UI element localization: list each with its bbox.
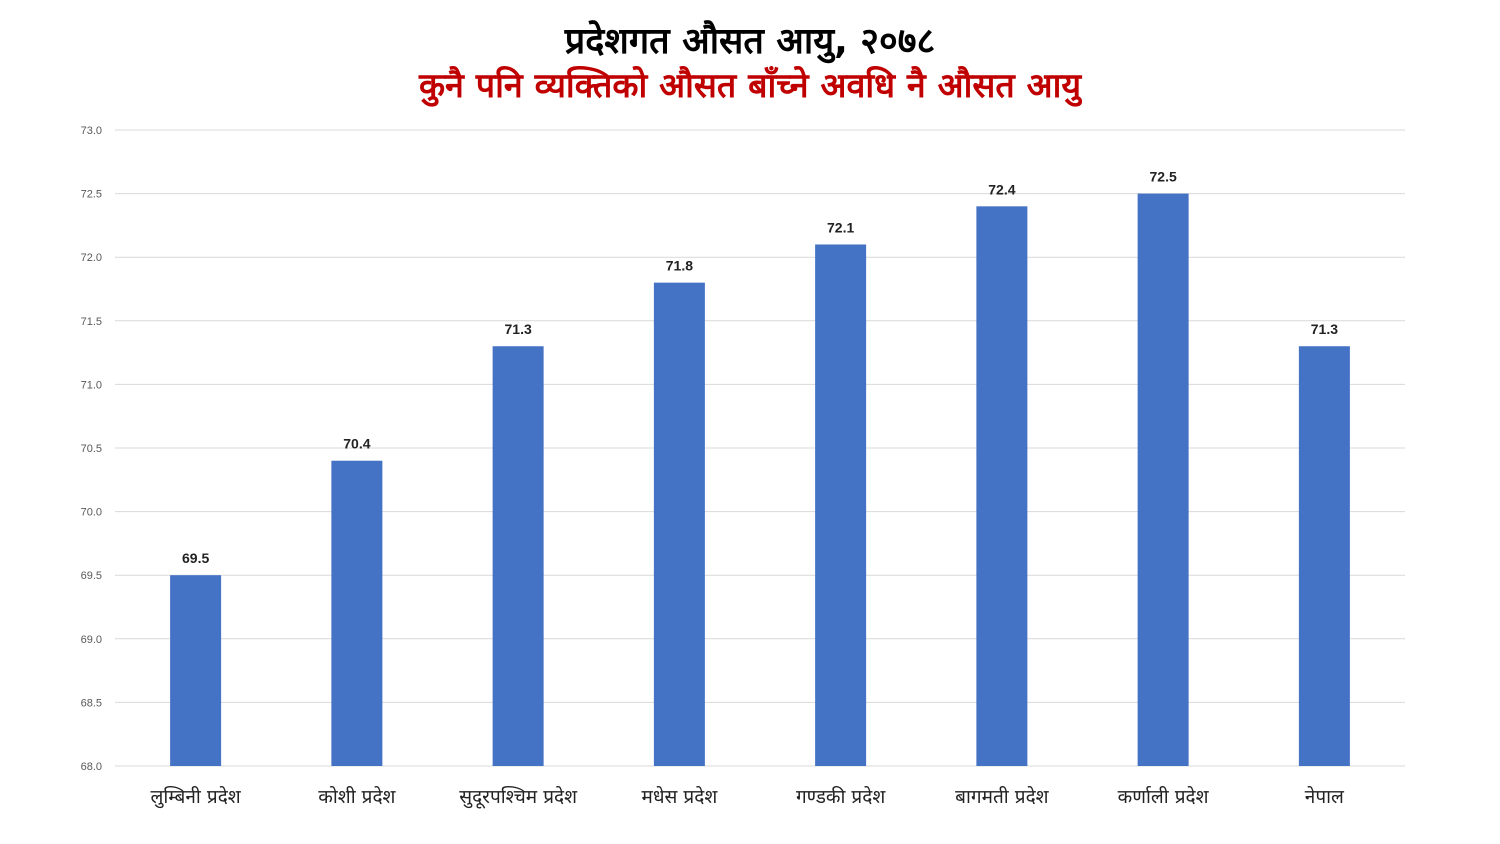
category-label: कर्णाली प्रदेश [1118,785,1210,808]
data-label: 72.1 [827,219,854,235]
bar [1137,193,1189,767]
y-tick-label: 68.5 [81,697,102,709]
category-label: गण्डकी प्रदेश [796,785,886,808]
bar [331,460,383,766]
gridlines [115,129,1405,767]
y-tick-label: 72.5 [81,189,102,201]
data-label: 71.3 [1311,321,1338,337]
data-label: 71.3 [505,321,532,337]
bar [653,282,705,766]
bar [976,206,1028,766]
x-axis-categories: लुम्बिनी प्रदेश कोशी प्रदेश सुदूरपश्चिम प्… [151,785,1346,809]
bar [170,575,222,766]
data-label: 69.5 [182,550,209,566]
category-label: बागमती प्रदेश [955,785,1050,808]
y-tick-label: 71.5 [81,316,102,328]
category-label: लुम्बिनी प्रदेश [151,785,242,809]
data-labels: 69.5 70.4 71.3 71.8 72.1 72.4 72.5 71.3 [182,169,1338,567]
bar [492,346,544,766]
data-label: 72.5 [1150,169,1177,185]
category-label: मधेस प्रदेश [641,785,718,808]
chart-title: प्रदेशगत औसत आयु, २०७८ [564,21,936,62]
y-tick-label: 70.5 [81,443,102,455]
y-tick-label: 69.5 [81,570,102,582]
y-tick-label: 73.0 [81,125,102,137]
y-tick-label: 68.0 [81,761,102,773]
y-tick-label: 69.0 [81,634,102,646]
chart-subtitle: कुनै पनि व्यक्तिको औसत बाँच्ने अवधि नै औ… [418,66,1082,106]
category-label: नेपाल [1305,785,1345,808]
data-label: 71.8 [666,258,693,274]
data-label: 72.4 [988,181,1015,197]
bars [170,193,1350,767]
bar [1298,346,1350,766]
y-tick-label: 72.0 [81,252,102,264]
category-label: सुदूरपश्चिम प्रदेश [459,785,578,809]
data-label: 70.4 [343,436,370,452]
y-tick-label: 70.0 [81,507,102,519]
category-label: कोशी प्रदेश [318,785,396,808]
y-tick-label: 71.0 [81,379,102,391]
y-axis-ticks: 68.0 68.5 69.0 69.5 70.0 70.5 71.0 71.5 72.0 72.5… [81,125,102,773]
bar [815,244,867,767]
